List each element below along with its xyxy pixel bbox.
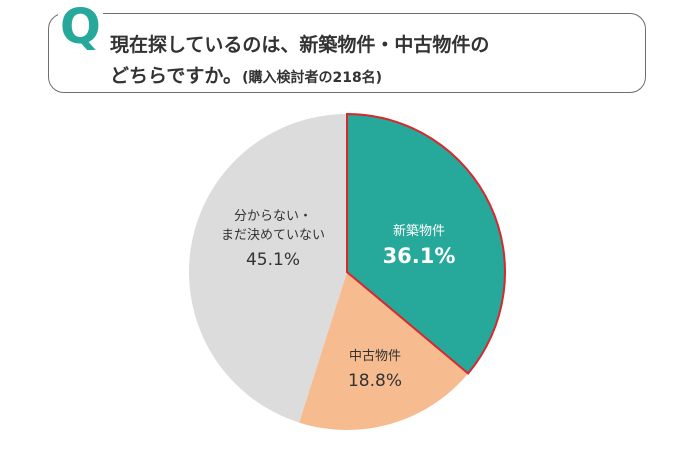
pie-label-3-line-2: まだ決めていない <box>221 228 325 243</box>
pie-label-2-line-1: 中古物件 <box>349 349 401 364</box>
pie-slice-1 <box>347 114 506 374</box>
pie-value-2: 18.8% <box>348 371 402 391</box>
pie-slice-2 <box>299 272 469 431</box>
pie-label-3-line-1: 分からない・ <box>234 209 312 224</box>
question-line-1: 現在探しているのは、新築物件・中古物件の <box>110 34 490 56</box>
pie-value-1: 36.1% <box>383 244 456 268</box>
question-respondents-note: (購入検討者の218名) <box>242 70 383 86</box>
pie-slice-3 <box>189 114 347 423</box>
question-box <box>48 13 646 93</box>
q-mark-icon: Q <box>58 0 103 55</box>
pie-value-3: 45.1% <box>246 250 300 270</box>
pie-label-1-line-1: 新築物件 <box>393 223 445 239</box>
question-line-2: どちらですか。(購入検討者の218名) <box>110 61 382 88</box>
question-line-2-main: どちらですか。 <box>110 65 243 87</box>
pie-slice-highlight-border <box>346 112 506 375</box>
